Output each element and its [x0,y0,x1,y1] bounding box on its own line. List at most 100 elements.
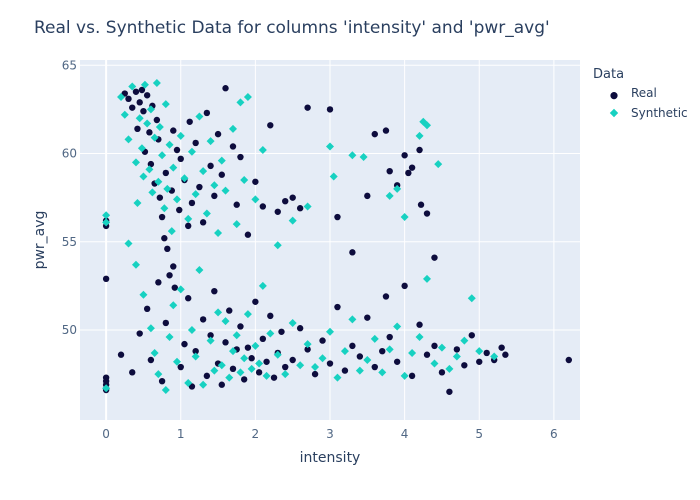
point-synthetic [311,363,320,372]
point-synthetic [258,146,267,154]
point-real [461,362,468,369]
point-synthetic [408,348,417,357]
point-real [502,351,509,358]
point-synthetic [148,188,157,197]
point-real [416,146,423,154]
point-synthetic [423,121,432,130]
point-synthetic [187,147,196,156]
point-synthetic [145,165,154,174]
legend-marker-real[interactable] [610,92,618,100]
point-real [143,92,151,99]
point-synthetic [296,361,305,370]
point-real [278,328,285,335]
point-real [170,263,177,270]
point-synthetic [163,184,172,193]
point-synthetic [176,285,185,294]
point-synthetic [221,317,230,326]
point-real [405,169,412,177]
point-real [158,213,166,221]
point-synthetic [161,386,170,394]
point-synthetic [475,347,484,356]
point-real [267,122,274,129]
y-tick-label: 65 [62,58,77,72]
point-real [423,351,431,358]
point-synthetic [240,354,249,363]
point-synthetic [359,153,368,162]
point-real [156,194,164,201]
point-real [386,333,393,341]
point-real [153,116,161,124]
point-synthetic [232,220,241,229]
point-synthetic [247,364,256,373]
point-synthetic [251,341,260,350]
point-real [173,146,181,154]
legend-marker-synthetic[interactable] [609,108,619,118]
point-synthetic [133,198,142,207]
point-synthetic [214,308,223,317]
point-synthetic [165,333,174,342]
point-synthetic [385,191,394,200]
point-real [162,319,170,327]
point-synthetic [251,195,260,204]
point-real [199,219,207,226]
point-synthetic [150,348,159,357]
point-real [203,109,211,117]
point-synthetic [180,174,189,183]
point-synthetic [393,322,402,331]
point-real [382,293,390,300]
point-real [166,272,173,279]
point-real [401,282,408,290]
point-real [237,323,244,330]
point-real [252,298,259,305]
point-real [177,363,184,371]
point-synthetic [236,368,245,377]
point-real [229,365,237,373]
point-real [181,340,188,348]
point-real [371,363,378,371]
point-real [164,245,171,253]
point-synthetic [467,294,476,303]
point-synthetic [124,135,133,144]
point-synthetic [102,211,111,220]
point-synthetic [137,144,146,153]
point-real [125,95,132,103]
point-synthetic [131,158,140,167]
point-synthetic [152,78,161,87]
legend-label-synthetic[interactable]: Synthetic [631,106,688,120]
point-synthetic [150,133,159,142]
point-real [431,254,438,261]
point-synthetic [217,361,226,370]
point-real [192,139,199,147]
point-synthetic [303,340,312,349]
point-real [185,295,192,302]
point-real [140,107,147,115]
point-synthetic [460,336,469,345]
point-synthetic [363,356,372,364]
x-tick-label: 0 [102,427,110,441]
point-synthetic [236,98,245,107]
point-real [259,203,267,210]
point-real [244,344,252,351]
point-synthetic [161,100,170,109]
point-synthetic [355,366,364,375]
point-real [214,130,222,138]
point-real [334,213,341,221]
point-synthetic [158,151,167,160]
point-synthetic [423,274,432,283]
point-real [218,381,225,388]
point-real [240,376,248,383]
point-synthetic [221,186,230,195]
legend-title: Data [593,67,624,82]
point-synthetic [128,82,137,91]
point-real [498,344,505,351]
point-synthetic [329,172,338,181]
point-real [102,275,110,283]
point-synthetic [232,331,241,340]
legend-label-real[interactable]: Real [631,86,657,100]
point-synthetic [173,357,182,366]
point-real [341,367,349,374]
point-real [185,222,192,230]
x-tick-label: 2 [252,427,260,441]
point-synthetic [169,163,178,172]
point-synthetic [206,336,215,345]
